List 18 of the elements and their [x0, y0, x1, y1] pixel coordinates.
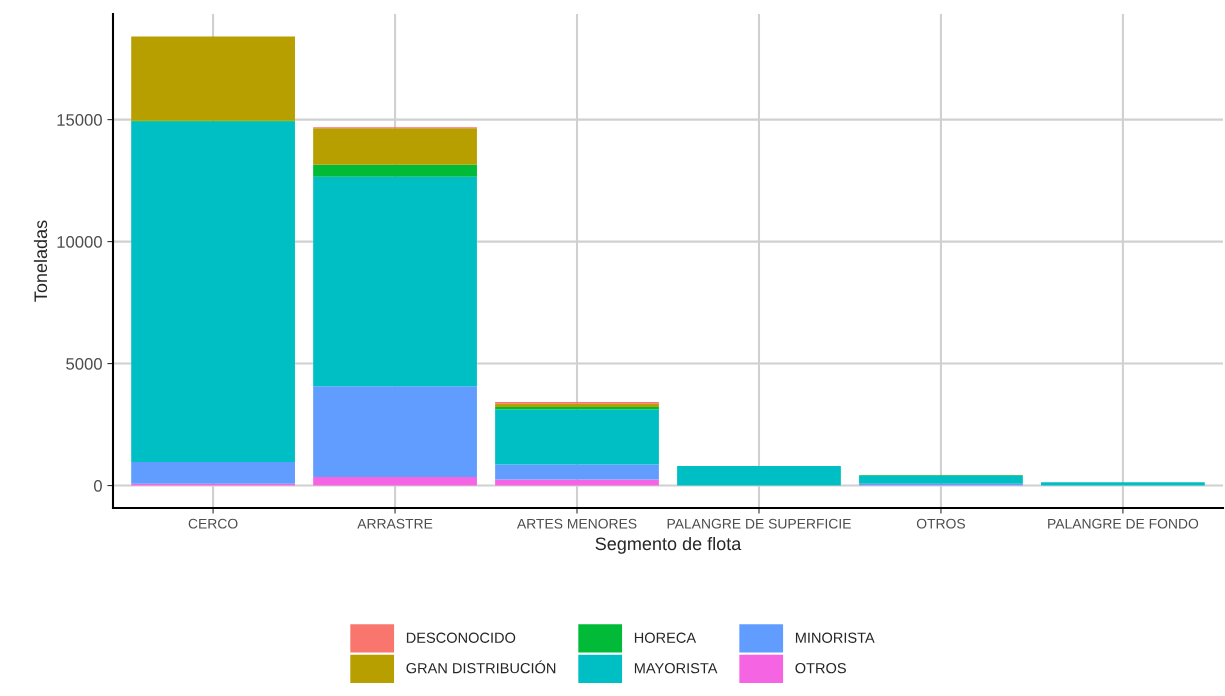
legend-label: HORECA: [634, 632, 697, 643]
x-tick-label: PALANGRE DE FONDO: [1048, 518, 1199, 529]
x-tick-label: PALANGRE DE SUPERFICIE: [667, 518, 851, 529]
y-tick-label: 5000: [66, 357, 102, 370]
x-axis-title: Segmento de flota: [595, 536, 742, 554]
x-tick-label: ARTES MENORES: [516, 518, 637, 529]
legend-label: MAYORISTA: [634, 662, 718, 674]
legend-label: GRAN DISTRIBUCIÓN: [406, 660, 556, 674]
x-tick-label: CERCO: [188, 518, 238, 529]
x-tick-label: ARRASTRE: [357, 518, 433, 529]
legend-label: MINORISTA: [795, 632, 875, 643]
y-tick-label: 15000: [57, 114, 102, 126]
y-tick-label: 10000: [57, 236, 102, 248]
y-axis-title: Toneladas: [33, 220, 48, 302]
legend-label: OTROS: [795, 662, 846, 674]
legend-label: DESCONOCIDO: [406, 632, 516, 643]
x-tick-label: OTROS: [916, 518, 966, 529]
y-tick-label: 0: [93, 479, 102, 492]
